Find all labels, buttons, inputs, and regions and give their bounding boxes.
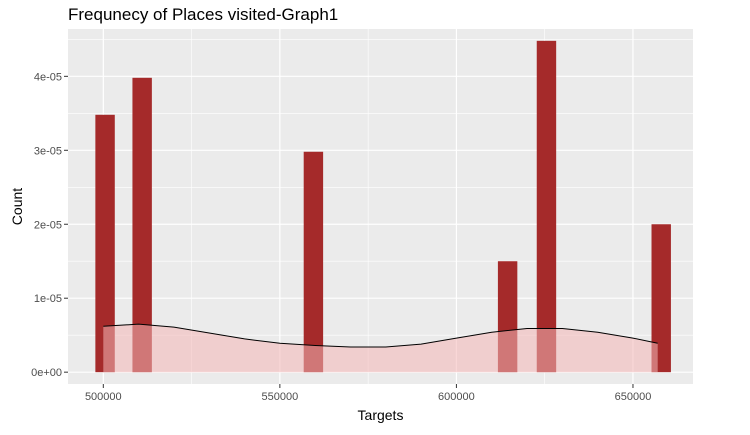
y-tick-label: 2e-05 [34, 219, 62, 231]
density-layer [103, 323, 658, 373]
plot-panel [68, 29, 693, 384]
chart-title: Frequnecy of Places visited-Graph1 [68, 5, 338, 24]
histogram-bar [536, 40, 557, 373]
density-curve [103, 323, 658, 348]
density-area [103, 324, 658, 373]
x-tick-label: 500000 [85, 391, 122, 403]
y-tick-label: 0e+00 [31, 367, 62, 379]
histogram-bar [132, 77, 152, 373]
major-gridlines [68, 29, 693, 384]
histogram-bar [651, 224, 671, 373]
y-tick-label: 4e-05 [34, 71, 62, 83]
y-axis-ticks: 0e+00 1e-05 2e-05 3e-05 4e-05 [31, 71, 68, 379]
x-tick-label: 650000 [615, 391, 652, 403]
y-tick-label: 3e-05 [34, 145, 62, 157]
histogram-bar [303, 151, 324, 373]
x-axis-title: Targets [358, 407, 404, 423]
y-tick-label: 1e-05 [34, 293, 62, 305]
histogram-bar [95, 114, 115, 373]
x-tick-label: 550000 [262, 391, 299, 403]
x-axis-ticks: 500000 550000 600000 650000 [85, 384, 651, 403]
x-tick-label: 600000 [438, 391, 475, 403]
y-axis-title: Count [9, 188, 25, 225]
